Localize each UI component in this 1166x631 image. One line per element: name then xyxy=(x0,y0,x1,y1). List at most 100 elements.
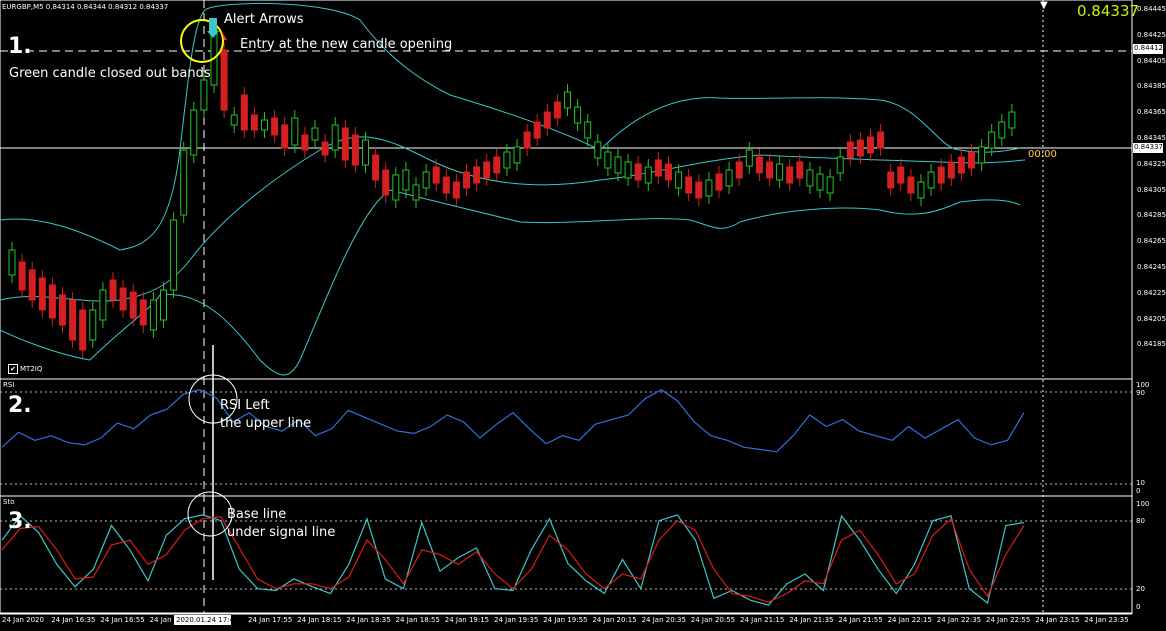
candle-body xyxy=(99,289,107,321)
main-panel-frame xyxy=(0,0,1133,380)
candle-body xyxy=(109,279,117,301)
candle-body xyxy=(594,141,602,159)
price-axis-tick: 0.84365 xyxy=(1137,108,1166,117)
rsi-callout-circle xyxy=(188,374,238,424)
candle-body xyxy=(220,49,228,111)
time-axis-tick: 24 Jan 2020 xyxy=(2,616,44,624)
price-tag-top-box xyxy=(1133,44,1163,54)
candle-body xyxy=(705,179,713,197)
candle-body xyxy=(129,291,137,319)
candle-body xyxy=(745,149,753,167)
price-axis-tick: 0.84325 xyxy=(1137,159,1166,168)
price-tag-top: 0.84412 xyxy=(1134,44,1163,52)
candle-body xyxy=(675,171,683,189)
price-axis-tick: 0.84245 xyxy=(1137,263,1166,271)
candle-body xyxy=(503,151,511,169)
time-axis-tick: 24 Jan 17:55 xyxy=(248,616,293,624)
candle-body xyxy=(725,169,733,187)
candle-body xyxy=(887,171,895,189)
current-price-display: 0.84337 xyxy=(1077,2,1140,20)
candle-body xyxy=(351,134,359,166)
candle-body xyxy=(614,156,622,174)
time-axis-tick: 24 Jan 16:35 xyxy=(51,616,96,624)
time-axis-tick: 24 Jan 19:35 xyxy=(494,616,539,624)
candle-body xyxy=(897,166,905,184)
price-axis-tick: 0.84345 xyxy=(1137,134,1166,142)
current-bar-marker-icon: ▼ xyxy=(1040,0,1048,11)
candle-body xyxy=(907,176,915,194)
candle-body xyxy=(543,111,551,129)
candle-body xyxy=(755,156,763,174)
candle-body xyxy=(412,184,420,201)
bar-countdown: 00:00 xyxy=(1028,149,1057,160)
candle-body xyxy=(311,127,319,141)
candle-body xyxy=(826,176,834,194)
candle-body xyxy=(523,131,531,149)
candle-body xyxy=(119,287,127,311)
time-axis-tick: 24 Jan 20:15 xyxy=(592,616,637,624)
candle-body xyxy=(553,101,561,119)
candle-body xyxy=(766,161,773,179)
candle-body xyxy=(654,159,662,177)
bollinger-upper xyxy=(0,2,1021,251)
price-axis-tick: 0.84205 xyxy=(1137,314,1166,323)
rsi-axis-tick: 90 xyxy=(1136,389,1145,397)
candle-body xyxy=(796,161,804,179)
candle-body xyxy=(917,181,925,199)
candle-body xyxy=(382,169,390,196)
step1-number: 1. xyxy=(8,34,32,59)
indicator-toggle[interactable]: ✔ MT2IQ xyxy=(8,364,42,374)
time-axis-tick: 24 Jan 22:55 xyxy=(986,616,1031,624)
candle-body xyxy=(786,166,794,184)
sto-note-line1: Base line xyxy=(227,507,287,522)
candle-body xyxy=(452,181,460,199)
sto-panel-label: Sto xyxy=(3,498,15,506)
sto-panel-frame xyxy=(0,495,1133,614)
sto-axis-tick: 80 xyxy=(1136,517,1145,525)
time-axis-tick: 24 Jan 17:15 xyxy=(149,616,194,624)
candle-body xyxy=(301,134,309,151)
candle-body xyxy=(261,119,268,131)
candle-body xyxy=(402,169,410,191)
rsi-line xyxy=(1,388,1025,453)
candle-body xyxy=(331,124,339,151)
candle-body xyxy=(806,169,814,187)
sto-lines-group xyxy=(1,514,1025,606)
candle-body xyxy=(776,163,784,181)
price-axis-tick: 0.84385 xyxy=(1137,82,1166,91)
symbol-info: EURGBP,M5 0.84314 0.84344 0.84312 0.8433… xyxy=(2,3,169,11)
time-tag-box xyxy=(174,615,231,625)
candle-body xyxy=(564,91,571,109)
candle-body xyxy=(362,139,369,166)
price-axis-tick: 0.84225 xyxy=(1137,288,1166,297)
indicator-label: MT2IQ xyxy=(20,365,43,373)
candle-body xyxy=(927,171,935,189)
candle-body xyxy=(321,141,329,156)
candle-body xyxy=(463,171,470,189)
candle-body xyxy=(160,289,167,321)
candle-body xyxy=(392,174,400,201)
time-axis-tick: 24 Jan 21:55 xyxy=(838,616,883,624)
candle-body xyxy=(634,163,642,181)
sto-axis-tick: 20 xyxy=(1136,585,1145,593)
price-axis-tick: 0.84185 xyxy=(1137,340,1166,349)
candle-body xyxy=(28,269,36,301)
sto-signal-line xyxy=(1,516,1025,603)
step2-number: 2. xyxy=(8,393,32,418)
candle-body xyxy=(867,136,874,154)
candle-body xyxy=(1008,111,1016,129)
sto-axis-tick: 0 xyxy=(1136,603,1141,611)
time-axis-tick: 24 Jan 19:55 xyxy=(543,616,588,624)
candle-body xyxy=(968,151,975,169)
price-tag-mid: 0.84337 xyxy=(1134,143,1163,151)
candle-body xyxy=(957,156,965,174)
candle-body xyxy=(432,166,440,184)
checkbox-icon[interactable]: ✔ xyxy=(8,364,18,374)
price-axis-tick: 0.84445 xyxy=(1137,5,1166,13)
candle-body xyxy=(574,106,582,124)
candle-body xyxy=(665,163,672,181)
time-axis-tick: 24 Jan 16:55 xyxy=(100,616,145,624)
candle-body xyxy=(442,176,450,194)
candle-body xyxy=(735,161,743,179)
